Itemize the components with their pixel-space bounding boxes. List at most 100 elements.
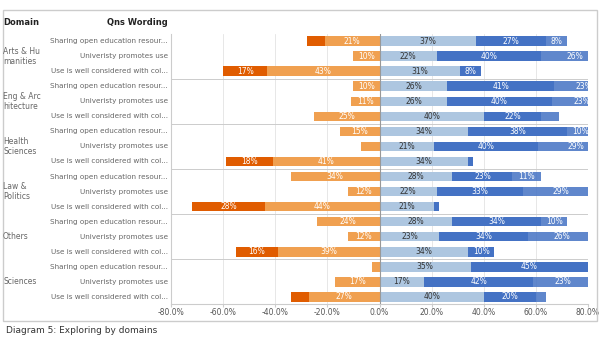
Bar xyxy=(567,126,593,136)
Text: 43%: 43% xyxy=(315,67,332,76)
Bar xyxy=(554,81,600,91)
Bar xyxy=(434,202,439,212)
Text: 17%: 17% xyxy=(349,277,366,286)
Bar xyxy=(380,262,471,271)
Text: 33%: 33% xyxy=(472,187,488,196)
Bar xyxy=(452,172,512,182)
Bar xyxy=(380,277,424,287)
Bar xyxy=(437,51,541,61)
Text: Diagram 5: Exploring by domains: Diagram 5: Exploring by domains xyxy=(6,325,157,335)
Bar xyxy=(380,247,468,257)
Text: Univeristy promotes use: Univeristy promotes use xyxy=(80,98,168,104)
Bar xyxy=(551,97,600,106)
Bar xyxy=(380,217,452,226)
Bar xyxy=(523,187,598,196)
Text: Domain: Domain xyxy=(3,18,39,27)
Bar xyxy=(536,292,546,301)
Bar xyxy=(538,142,600,151)
Text: 23%: 23% xyxy=(474,172,491,181)
Text: 24%: 24% xyxy=(340,217,356,226)
Bar xyxy=(588,262,600,271)
Bar xyxy=(528,232,596,241)
Text: 29%: 29% xyxy=(568,142,584,151)
Text: 34%: 34% xyxy=(415,127,432,136)
Text: 40%: 40% xyxy=(481,52,497,61)
Bar xyxy=(468,247,494,257)
Text: Sharing open education resour...: Sharing open education resour... xyxy=(50,264,168,270)
Bar xyxy=(380,112,484,121)
Bar xyxy=(447,81,554,91)
Bar xyxy=(424,277,533,287)
Bar xyxy=(468,156,473,166)
Bar xyxy=(380,232,439,241)
Text: Sharing open education resour...: Sharing open education resour... xyxy=(50,83,168,89)
Bar xyxy=(278,247,380,257)
Text: 11%: 11% xyxy=(518,172,535,181)
Text: 41%: 41% xyxy=(493,82,509,91)
Bar xyxy=(512,172,541,182)
Bar xyxy=(452,217,541,226)
Text: Use is well considered with col...: Use is well considered with col... xyxy=(51,68,168,74)
Bar xyxy=(223,67,268,76)
Text: 12%: 12% xyxy=(356,232,372,241)
Text: Use is well considered with col...: Use is well considered with col... xyxy=(51,249,168,255)
Bar xyxy=(348,232,380,241)
Bar xyxy=(541,51,600,61)
Text: 22%: 22% xyxy=(504,112,521,121)
Text: 39%: 39% xyxy=(320,247,337,256)
Text: 26%: 26% xyxy=(405,82,422,91)
Bar xyxy=(533,277,593,287)
Text: 21%: 21% xyxy=(398,202,415,211)
Bar xyxy=(380,67,460,76)
Bar xyxy=(265,202,380,212)
Bar xyxy=(380,172,452,182)
Text: 10%: 10% xyxy=(572,127,589,136)
Text: Sharing open education resour...: Sharing open education resour... xyxy=(50,128,168,135)
Text: Law &
Politics: Law & Politics xyxy=(3,182,30,201)
Bar xyxy=(546,37,567,46)
Text: Qns Wording: Qns Wording xyxy=(107,18,168,27)
Text: Univeristy promotes use: Univeristy promotes use xyxy=(80,143,168,149)
Text: 40%: 40% xyxy=(423,112,440,121)
Text: 21%: 21% xyxy=(344,37,361,46)
Text: 40%: 40% xyxy=(423,292,440,301)
Bar xyxy=(272,156,380,166)
Bar xyxy=(268,67,380,76)
Text: 10%: 10% xyxy=(473,247,490,256)
Bar xyxy=(309,292,380,301)
Text: 10%: 10% xyxy=(546,217,562,226)
Bar xyxy=(380,126,468,136)
Text: 29%: 29% xyxy=(552,187,569,196)
Text: 38%: 38% xyxy=(509,127,526,136)
Text: 25%: 25% xyxy=(338,112,355,121)
Bar xyxy=(380,202,434,212)
Bar xyxy=(353,81,380,91)
Text: 8%: 8% xyxy=(465,67,476,76)
Text: 13%: 13% xyxy=(596,262,600,271)
Bar xyxy=(460,67,481,76)
Bar xyxy=(380,187,437,196)
Text: Use is well considered with col...: Use is well considered with col... xyxy=(51,114,168,119)
Text: 23%: 23% xyxy=(576,82,592,91)
Text: 23%: 23% xyxy=(573,97,590,106)
Text: 34%: 34% xyxy=(415,247,432,256)
Bar xyxy=(361,142,380,151)
Text: Use is well considered with col...: Use is well considered with col... xyxy=(51,203,168,210)
Text: 10%: 10% xyxy=(358,82,375,91)
Bar xyxy=(468,126,567,136)
Text: 34%: 34% xyxy=(415,157,432,166)
Text: 34%: 34% xyxy=(488,217,505,226)
Text: 22%: 22% xyxy=(400,52,416,61)
Text: Use is well considered with col...: Use is well considered with col... xyxy=(51,159,168,165)
Text: 44%: 44% xyxy=(314,202,331,211)
Text: 22%: 22% xyxy=(400,187,416,196)
Text: Univeristy promotes use: Univeristy promotes use xyxy=(80,234,168,240)
Text: 27%: 27% xyxy=(336,292,353,301)
Bar xyxy=(236,247,278,257)
Bar xyxy=(476,37,546,46)
Text: 20%: 20% xyxy=(502,292,518,301)
Text: 26%: 26% xyxy=(566,52,583,61)
Text: 8%: 8% xyxy=(551,37,563,46)
Text: 28%: 28% xyxy=(407,217,424,226)
Text: 41%: 41% xyxy=(317,157,334,166)
